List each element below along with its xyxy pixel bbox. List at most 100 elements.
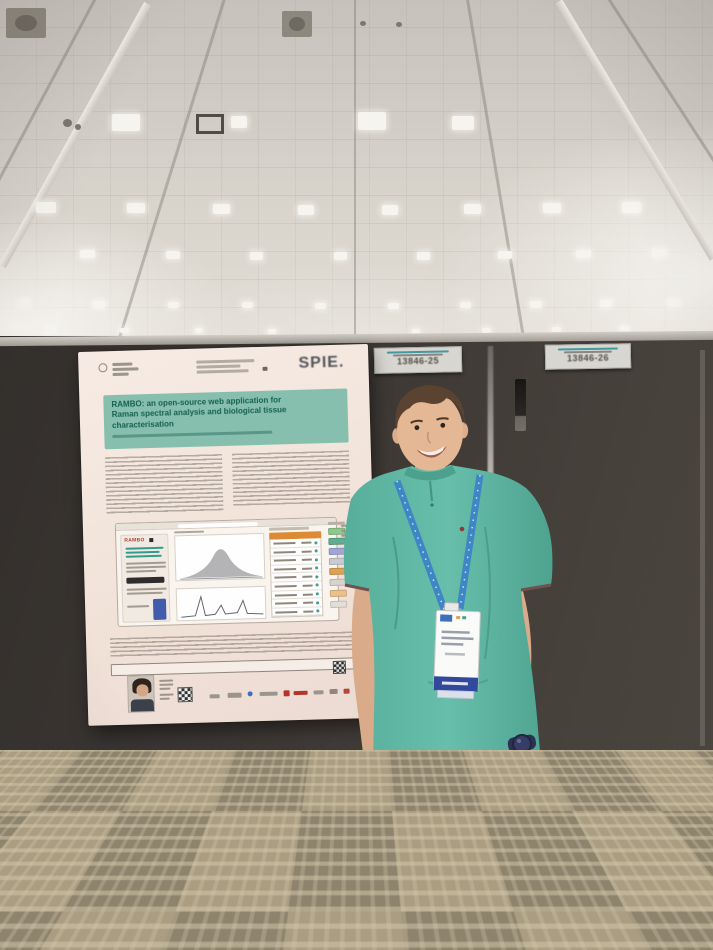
ceiling-fixture-dot bbox=[360, 21, 366, 26]
author-info-text bbox=[159, 697, 170, 700]
person-mouth bbox=[417, 446, 447, 458]
sidebar-button bbox=[126, 576, 165, 584]
research-poster: SPIE. RAMBO: an open-source web applicat… bbox=[78, 343, 379, 726]
badge-backing-card bbox=[436, 689, 475, 700]
person-nose bbox=[426, 431, 432, 444]
polo-collar bbox=[404, 465, 456, 481]
aisle-sign-right: 13846-26 bbox=[544, 343, 632, 370]
ceiling-light bbox=[668, 299, 680, 306]
institution-logo-text bbox=[112, 367, 139, 371]
ceiling-light bbox=[334, 252, 347, 260]
ceiling-light bbox=[213, 204, 230, 214]
ceiling-light bbox=[498, 251, 512, 259]
author-photo-face bbox=[136, 684, 149, 697]
ceiling-light bbox=[576, 250, 591, 258]
aisle-sign-left: 13846-25 bbox=[373, 346, 463, 374]
sponsor-logo-blue bbox=[247, 691, 253, 697]
ceiling-light bbox=[18, 300, 30, 307]
ceiling-beam bbox=[113, 0, 229, 345]
partition-hinge bbox=[515, 379, 526, 431]
ceiling-light bbox=[464, 204, 481, 214]
wrist-watch bbox=[507, 734, 537, 754]
sidebar-text bbox=[126, 587, 167, 591]
author-photo bbox=[127, 675, 156, 713]
ceiling-light bbox=[298, 205, 314, 215]
ceiling-light bbox=[127, 203, 145, 213]
polo-button bbox=[430, 503, 434, 507]
ceiling-vent bbox=[6, 8, 46, 38]
person-head bbox=[392, 385, 469, 471]
pocket-seam bbox=[392, 770, 401, 804]
paper-number: 13846-25 bbox=[396, 355, 440, 366]
rambo-logo-mark bbox=[149, 537, 154, 542]
author-info-text bbox=[159, 683, 174, 686]
sidebar-text bbox=[126, 569, 157, 573]
author-info-text bbox=[159, 693, 174, 696]
spie-logo: SPIE. bbox=[298, 353, 345, 372]
sponsor-logo-red bbox=[293, 690, 308, 696]
poster-body-column bbox=[104, 454, 224, 516]
affiliation-text bbox=[196, 369, 249, 374]
app-sidebar: RAMBO bbox=[120, 533, 171, 623]
polo-placket bbox=[429, 480, 433, 502]
sidebar-blue-panel bbox=[152, 598, 167, 620]
table-caption bbox=[268, 526, 310, 531]
institution-logo bbox=[98, 363, 108, 373]
poster-paragraph bbox=[110, 631, 355, 659]
ceiling-vent bbox=[282, 11, 312, 37]
affiliation-text bbox=[196, 364, 241, 369]
person-eyebrow bbox=[410, 419, 423, 424]
person-eye bbox=[440, 422, 446, 428]
sponsor-logo bbox=[227, 692, 242, 698]
ceiling-light bbox=[93, 301, 105, 308]
results-table bbox=[269, 538, 324, 618]
ceiling-light bbox=[231, 116, 247, 128]
ceiling-fixture-dot bbox=[63, 119, 72, 127]
ceiling-light bbox=[452, 116, 474, 130]
ceiling-beam bbox=[605, 0, 713, 165]
poster-title-box: RAMBO: an open-source web application fo… bbox=[103, 388, 349, 450]
ceiling-light bbox=[315, 303, 326, 309]
institution-logo-text bbox=[112, 372, 129, 376]
paper-number: 13846-26 bbox=[566, 352, 610, 363]
ceiling-light bbox=[168, 302, 179, 308]
person bbox=[343, 385, 553, 950]
belt-line bbox=[373, 760, 540, 765]
sidebar-text bbox=[125, 561, 166, 565]
sponsor-logo-red bbox=[283, 690, 290, 697]
sponsor-logo bbox=[313, 690, 324, 695]
badge-clip bbox=[443, 602, 460, 612]
ceiling-light bbox=[112, 114, 140, 131]
chart-caption bbox=[174, 530, 205, 534]
sponsor-logo bbox=[259, 691, 278, 697]
ceiling-light bbox=[552, 327, 561, 332]
conference-badge bbox=[433, 602, 481, 700]
author-info-text bbox=[159, 679, 174, 682]
ceiling-light bbox=[460, 302, 471, 308]
ceiling-light bbox=[80, 250, 95, 258]
sidebar-text bbox=[127, 605, 150, 608]
person-eyebrow bbox=[436, 417, 449, 421]
chair-back bbox=[0, 792, 22, 824]
polo-chest-logo bbox=[459, 526, 465, 532]
ceiling-light bbox=[652, 249, 667, 257]
ceiling-light bbox=[482, 328, 491, 333]
sidebar-text bbox=[126, 565, 167, 569]
person-teeth bbox=[419, 446, 444, 456]
author-photo-body bbox=[130, 699, 155, 713]
ceiling-light bbox=[358, 112, 386, 130]
partition-seam bbox=[700, 350, 705, 746]
person-pants bbox=[369, 760, 545, 950]
poster-authors-line bbox=[112, 430, 273, 439]
ceiling-speaker-frame bbox=[196, 114, 224, 134]
qr-code bbox=[177, 686, 193, 703]
person-eye bbox=[414, 425, 420, 431]
ceiling-light bbox=[388, 303, 399, 309]
ceiling-beam bbox=[354, 0, 356, 345]
person-hair bbox=[395, 385, 465, 431]
ceiling-light bbox=[530, 301, 542, 308]
sleeve-trim bbox=[520, 583, 552, 592]
ceiling-light bbox=[622, 202, 641, 213]
sidebar-text bbox=[125, 546, 164, 550]
